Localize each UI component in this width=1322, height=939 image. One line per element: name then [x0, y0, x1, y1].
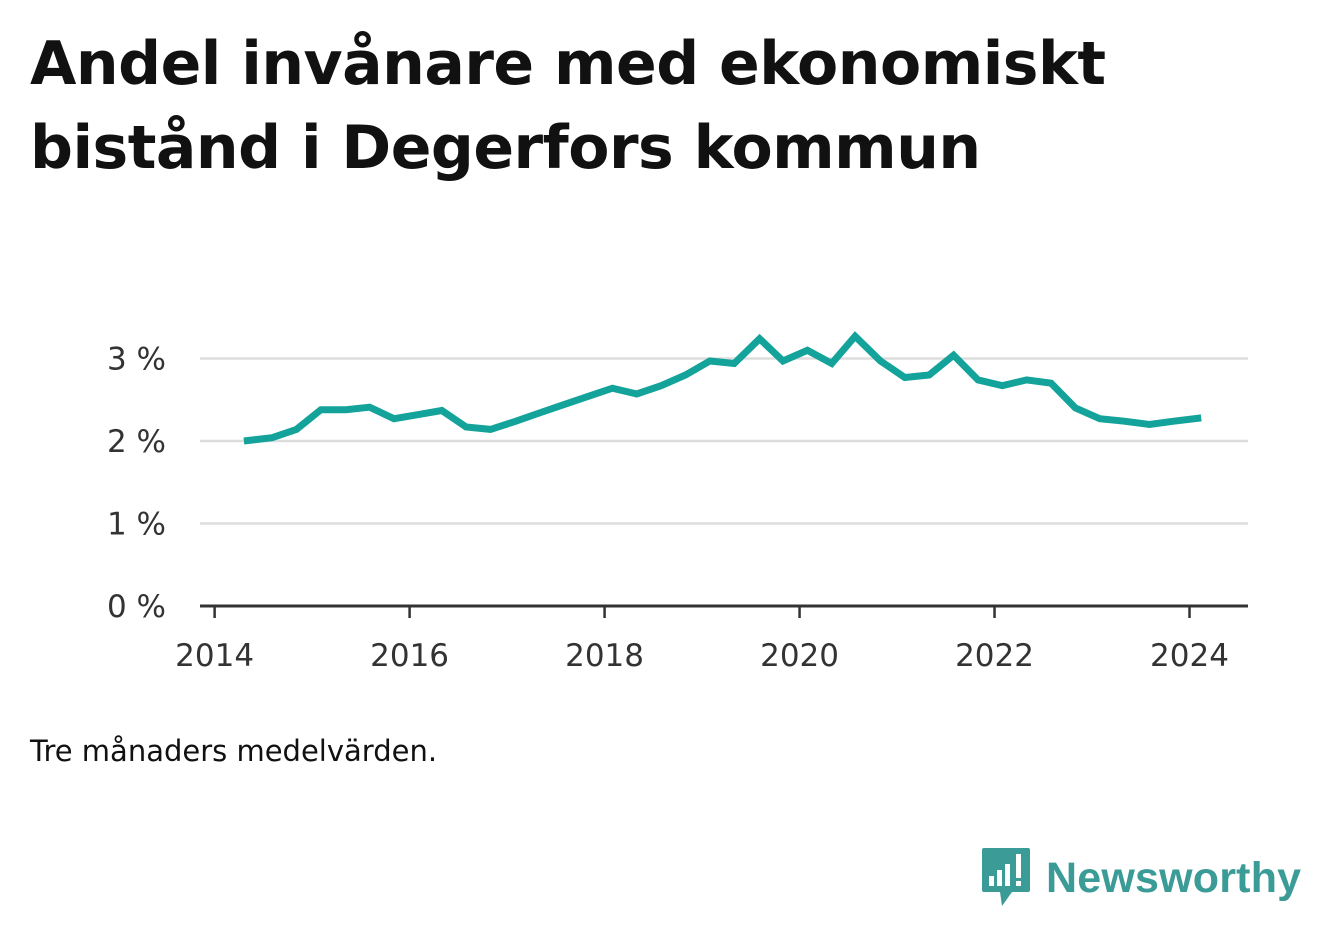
x-tick-label: 2014	[175, 638, 254, 674]
chart-title: Andel invånare med ekonomiskt bistånd i …	[30, 29, 1106, 183]
chart-bubble-icon	[982, 848, 1030, 906]
x-tick-label: 2016	[370, 638, 449, 674]
series-layer	[243, 331, 1202, 445]
brand-logo: Newsworthy	[980, 846, 1301, 910]
x-tick-label: 2024	[1150, 638, 1229, 674]
x-axis	[200, 604, 1248, 618]
x-axis-labels: 2014 2016 2018 2020 2022 2024	[175, 638, 1229, 674]
brand-name: Newsworthy	[1046, 853, 1302, 902]
y-axis-labels: 0 % 1 % 2 % 3 %	[107, 342, 166, 626]
y-tick-label: 0 %	[107, 589, 166, 625]
x-tick-label: 2020	[760, 638, 839, 674]
grid-lines	[200, 357, 1248, 525]
x-tick-label: 2022	[955, 638, 1034, 674]
y-tick-label: 1 %	[107, 507, 166, 543]
x-tick-label: 2018	[565, 638, 644, 674]
chart-note: Tre månaders medelvärden.	[30, 734, 438, 768]
series-line	[243, 331, 1202, 445]
y-tick-label: 2 %	[107, 424, 166, 460]
y-tick-label: 3 %	[107, 342, 166, 378]
line-chart: 0 % 1 % 2 % 3 % 2014 2016 2018 2020 2022 2024	[107, 331, 1248, 674]
